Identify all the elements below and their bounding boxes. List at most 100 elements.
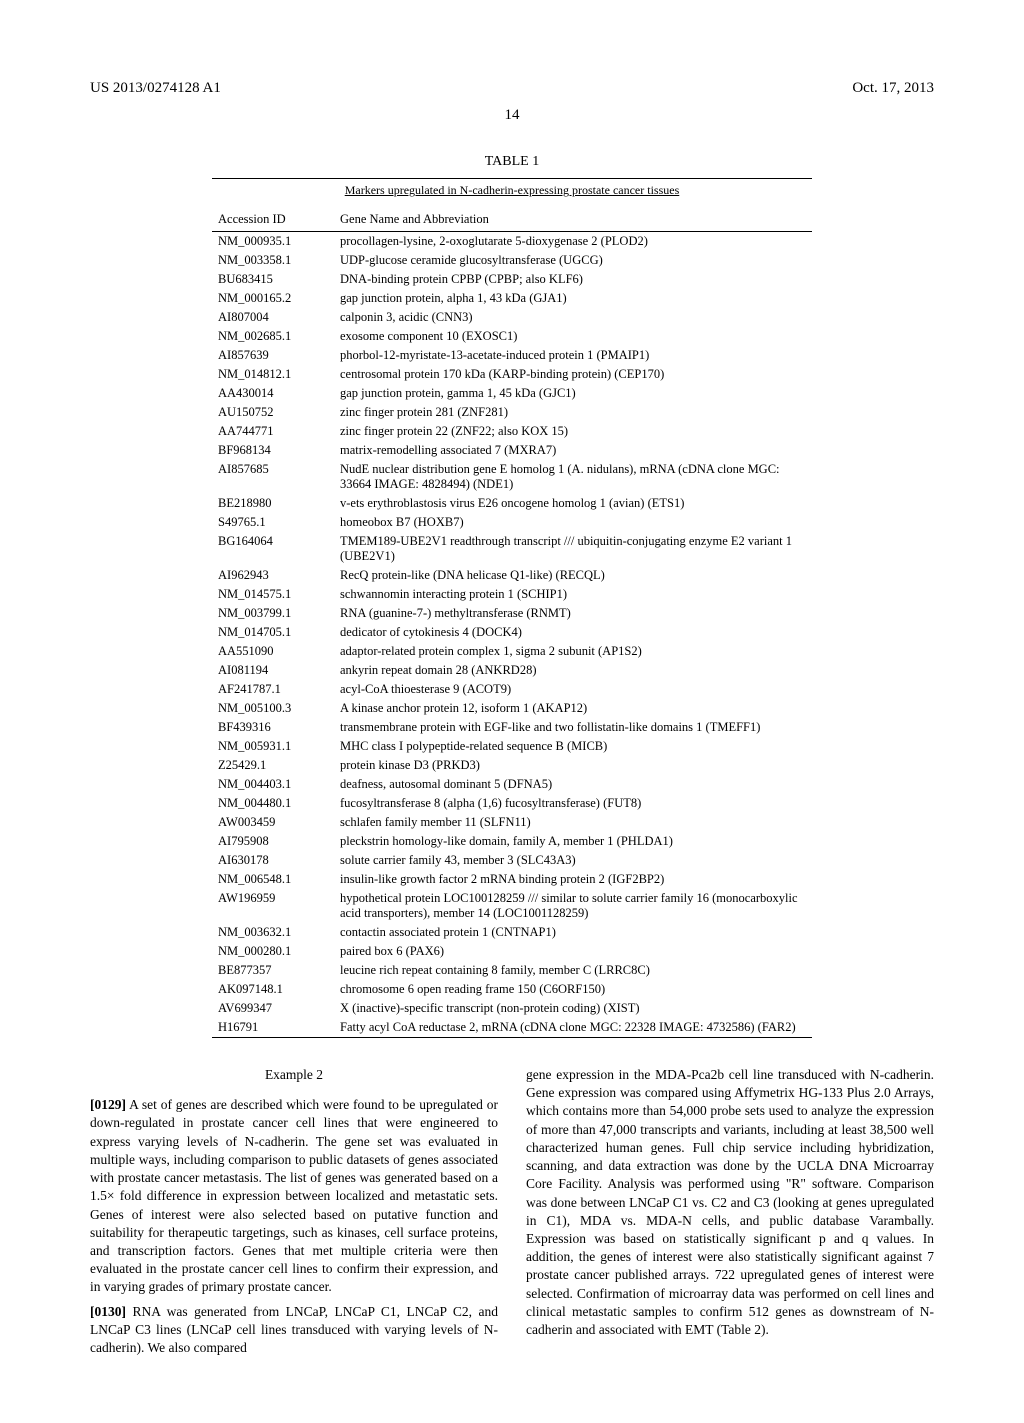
gene-cell: zinc finger protein 22 (ZNF22; also KOX … bbox=[334, 422, 812, 441]
accession-cell: AA430014 bbox=[212, 384, 334, 403]
table-row: AI795908pleckstrin homology-like domain,… bbox=[212, 832, 812, 851]
table-row: BF968134matrix-remodelling associated 7 … bbox=[212, 441, 812, 460]
accession-cell: BE877357 bbox=[212, 961, 334, 980]
gene-cell: gap junction protein, gamma 1, 45 kDa (G… bbox=[334, 384, 812, 403]
left-column: Example 2 [0129] A set of genes are desc… bbox=[90, 1066, 498, 1363]
paragraph-0129: [0129] A set of genes are described whic… bbox=[90, 1096, 498, 1296]
table-row: NM_004403.1deafness, autosomal dominant … bbox=[212, 775, 812, 794]
paragraph-text: RNA was generated from LNCaP, LNCaP C1, … bbox=[90, 1304, 498, 1355]
accession-cell: H16791 bbox=[212, 1018, 334, 1037]
table-row: AV699347X (inactive)-specific transcript… bbox=[212, 999, 812, 1018]
gene-cell: deafness, autosomal dominant 5 (DFNA5) bbox=[334, 775, 812, 794]
table-caption: TABLE 1 bbox=[90, 154, 934, 170]
accession-cell: AA744771 bbox=[212, 422, 334, 441]
col-accession: Accession ID bbox=[212, 208, 334, 232]
table-row: H16791Fatty acyl CoA reductase 2, mRNA (… bbox=[212, 1018, 812, 1037]
table-row: Z25429.1protein kinase D3 (PRKD3) bbox=[212, 756, 812, 775]
accession-cell: AI962943 bbox=[212, 566, 334, 585]
accession-cell: AW196959 bbox=[212, 889, 334, 923]
gene-cell: UDP-glucose ceramide glucosyltransferase… bbox=[334, 251, 812, 270]
gene-cell: contactin associated protein 1 (CNTNAP1) bbox=[334, 923, 812, 942]
patent-number: US 2013/0274128 A1 bbox=[90, 80, 221, 97]
gene-cell: A kinase anchor protein 12, isoform 1 (A… bbox=[334, 699, 812, 718]
table-row: AI857639phorbol-12-myristate-13-acetate-… bbox=[212, 346, 812, 365]
gene-cell: dedicator of cytokinesis 4 (DOCK4) bbox=[334, 623, 812, 642]
gene-cell: v-ets erythroblastosis virus E26 oncogen… bbox=[334, 494, 812, 513]
table-row: S49765.1homeobox B7 (HOXB7) bbox=[212, 513, 812, 532]
accession-cell: NM_014575.1 bbox=[212, 585, 334, 604]
gene-cell: gap junction protein, alpha 1, 43 kDa (G… bbox=[334, 289, 812, 308]
gene-cell: centrosomal protein 170 kDa (KARP-bindin… bbox=[334, 365, 812, 384]
table-1: Markers upregulated in N-cadherin-expres… bbox=[212, 178, 812, 1038]
gene-cell: hypothetical protein LOC100128259 /// si… bbox=[334, 889, 812, 923]
gene-cell: MHC class I polypeptide-related sequence… bbox=[334, 737, 812, 756]
table-row: AI857685NudE nuclear distribution gene E… bbox=[212, 460, 812, 494]
accession-cell: Z25429.1 bbox=[212, 756, 334, 775]
gene-cell: RNA (guanine-7-) methyltransferase (RNMT… bbox=[334, 604, 812, 623]
table-row: AF241787.1acyl-CoA thioesterase 9 (ACOT9… bbox=[212, 680, 812, 699]
table-row: AK097148.1chromosome 6 open reading fram… bbox=[212, 980, 812, 999]
accession-cell: NM_000280.1 bbox=[212, 942, 334, 961]
gene-cell: calponin 3, acidic (CNN3) bbox=[334, 308, 812, 327]
table-row: NM_002685.1exosome component 10 (EXOSC1) bbox=[212, 327, 812, 346]
accession-cell: AI630178 bbox=[212, 851, 334, 870]
accession-cell: AF241787.1 bbox=[212, 680, 334, 699]
gene-cell: fucosyltransferase 8 (alpha (1,6) fucosy… bbox=[334, 794, 812, 813]
table-row: AA430014gap junction protein, gamma 1, 4… bbox=[212, 384, 812, 403]
gene-cell: paired box 6 (PAX6) bbox=[334, 942, 812, 961]
table-row: BE877357leucine rich repeat containing 8… bbox=[212, 961, 812, 980]
gene-cell: insulin-like growth factor 2 mRNA bindin… bbox=[334, 870, 812, 889]
table-row: AI630178solute carrier family 43, member… bbox=[212, 851, 812, 870]
accession-cell: BF439316 bbox=[212, 718, 334, 737]
accession-cell: AA551090 bbox=[212, 642, 334, 661]
accession-cell: BF968134 bbox=[212, 441, 334, 460]
table-row: NM_003799.1RNA (guanine-7-) methyltransf… bbox=[212, 604, 812, 623]
gene-cell: ankyrin repeat domain 28 (ANKRD28) bbox=[334, 661, 812, 680]
table-row: AU150752zinc finger protein 281 (ZNF281) bbox=[212, 403, 812, 422]
table-row: AW003459schlafen family member 11 (SLFN1… bbox=[212, 813, 812, 832]
accession-cell: AI081194 bbox=[212, 661, 334, 680]
accession-cell: NM_005931.1 bbox=[212, 737, 334, 756]
gene-cell: homeobox B7 (HOXB7) bbox=[334, 513, 812, 532]
gene-cell: protein kinase D3 (PRKD3) bbox=[334, 756, 812, 775]
gene-cell: acyl-CoA thioesterase 9 (ACOT9) bbox=[334, 680, 812, 699]
gene-cell: exosome component 10 (EXOSC1) bbox=[334, 327, 812, 346]
gene-cell: procollagen-lysine, 2-oxoglutarate 5-dio… bbox=[334, 232, 812, 252]
page-number: 14 bbox=[90, 107, 934, 124]
table-row: NM_003632.1contactin associated protein … bbox=[212, 923, 812, 942]
accession-cell: NM_003358.1 bbox=[212, 251, 334, 270]
table-row: BF439316transmembrane protein with EGF-l… bbox=[212, 718, 812, 737]
gene-cell: zinc finger protein 281 (ZNF281) bbox=[334, 403, 812, 422]
accession-cell: BE218980 bbox=[212, 494, 334, 513]
accession-cell: AK097148.1 bbox=[212, 980, 334, 999]
table-row: AW196959hypothetical protein LOC10012825… bbox=[212, 889, 812, 923]
gene-cell: chromosome 6 open reading frame 150 (C6O… bbox=[334, 980, 812, 999]
table-row: AI807004calponin 3, acidic (CNN3) bbox=[212, 308, 812, 327]
accession-cell: AI795908 bbox=[212, 832, 334, 851]
gene-cell: adaptor-related protein complex 1, sigma… bbox=[334, 642, 812, 661]
gene-cell: RecQ protein-like (DNA helicase Q1-like)… bbox=[334, 566, 812, 585]
gene-cell: schwannomin interacting protein 1 (SCHIP… bbox=[334, 585, 812, 604]
table-row: AA551090adaptor-related protein complex … bbox=[212, 642, 812, 661]
accession-cell: NM_004403.1 bbox=[212, 775, 334, 794]
accession-cell: NM_006548.1 bbox=[212, 870, 334, 889]
paragraph-number: [0129] bbox=[90, 1097, 126, 1112]
right-column: gene expression in the MDA-Pca2b cell li… bbox=[526, 1066, 934, 1363]
accession-cell: NM_005100.3 bbox=[212, 699, 334, 718]
table-row: NM_000165.2gap junction protein, alpha 1… bbox=[212, 289, 812, 308]
gene-cell: solute carrier family 43, member 3 (SLC4… bbox=[334, 851, 812, 870]
gene-cell: DNA-binding protein CPBP (CPBP; also KLF… bbox=[334, 270, 812, 289]
table-row: NM_014705.1dedicator of cytokinesis 4 (D… bbox=[212, 623, 812, 642]
accession-cell: NM_003632.1 bbox=[212, 923, 334, 942]
table-row: NM_003358.1UDP-glucose ceramide glucosyl… bbox=[212, 251, 812, 270]
example-title: Example 2 bbox=[90, 1066, 498, 1084]
accession-cell: NM_000935.1 bbox=[212, 232, 334, 252]
accession-cell: S49765.1 bbox=[212, 513, 334, 532]
table-row: AI962943RecQ protein-like (DNA helicase … bbox=[212, 566, 812, 585]
gene-cell: phorbol-12-myristate-13-acetate-induced … bbox=[334, 346, 812, 365]
accession-cell: AI807004 bbox=[212, 308, 334, 327]
table-row: NM_004480.1fucosyltransferase 8 (alpha (… bbox=[212, 794, 812, 813]
accession-cell: NM_002685.1 bbox=[212, 327, 334, 346]
table-row: NM_005100.3A kinase anchor protein 12, i… bbox=[212, 699, 812, 718]
table-subtitle: Markers upregulated in N-cadherin-expres… bbox=[212, 179, 812, 208]
